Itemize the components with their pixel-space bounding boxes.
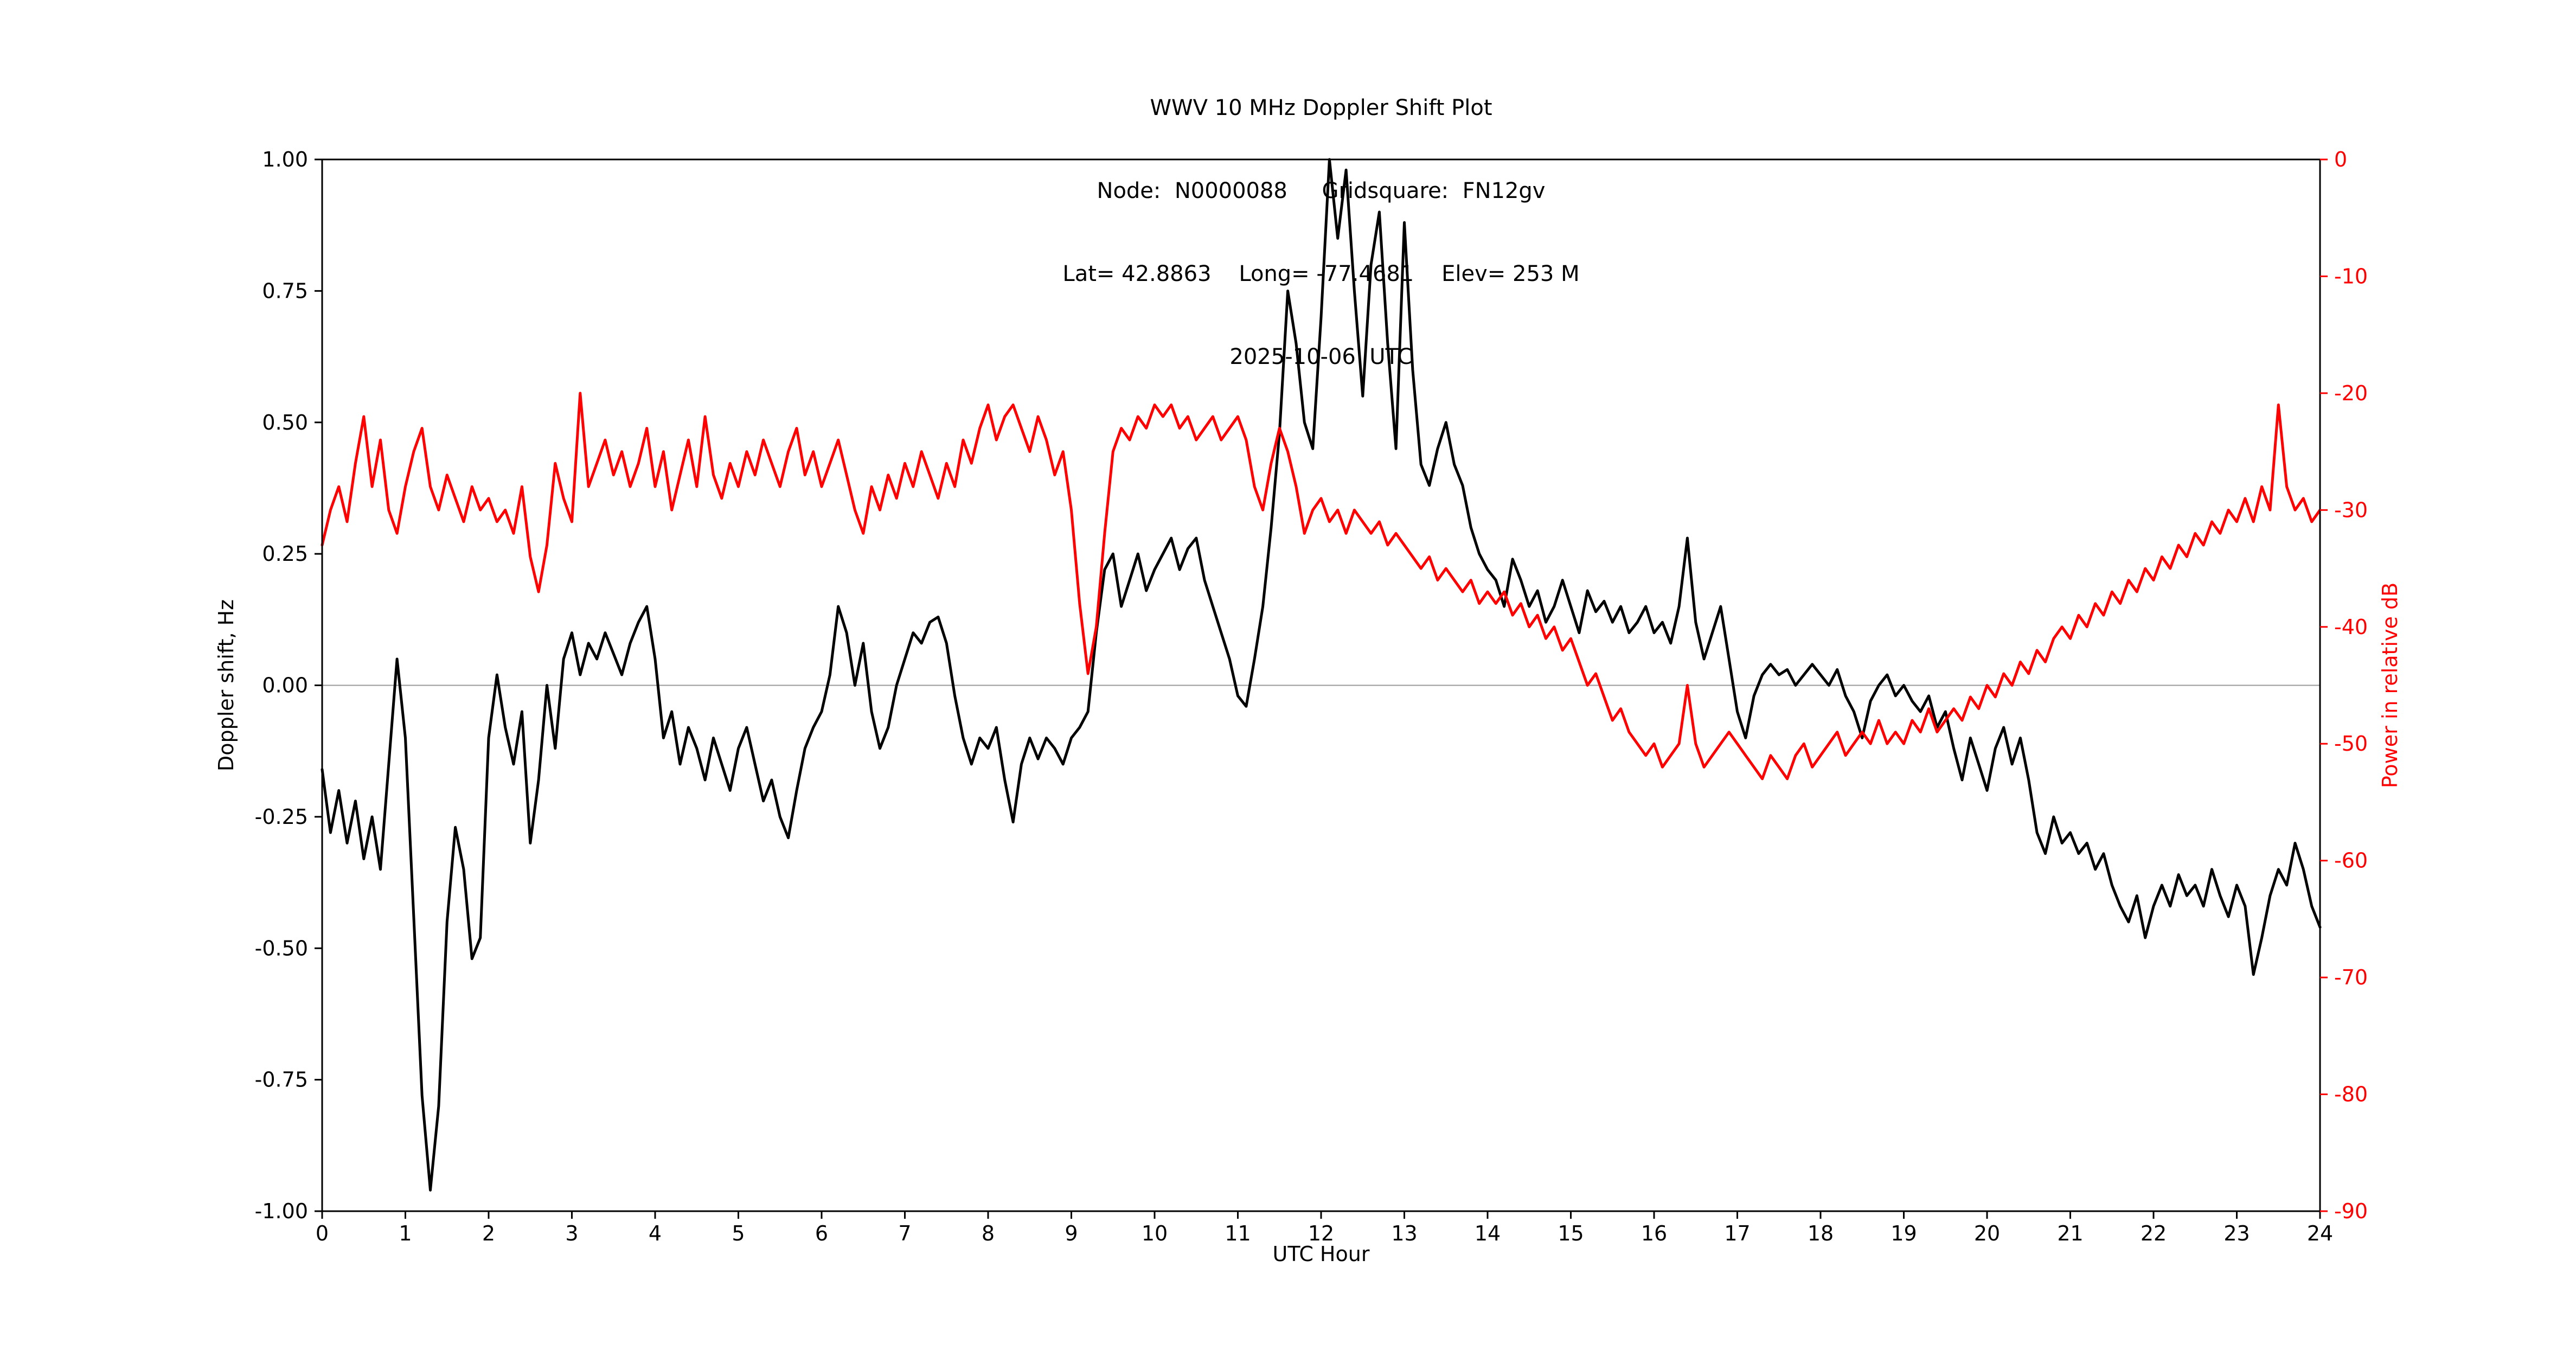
power-series-line (321, 392, 2322, 781)
y-left-tick-label: -0.25 (255, 805, 308, 829)
x-axis-label: UTC Hour (1273, 1242, 1370, 1266)
plot-title-block: WWV 10 MHz Doppler Shift Plot Node: N000… (1062, 39, 1579, 426)
x-tick-label: 16 (1641, 1221, 1667, 1245)
x-tick-label: 9 (1065, 1221, 1078, 1245)
x-tick-label: 3 (565, 1221, 578, 1245)
y-right-tick-label: -70 (2334, 965, 2368, 989)
x-tick-label: 7 (898, 1221, 911, 1245)
y-right-tick-label: -50 (2334, 732, 2368, 756)
x-tick-label: 19 (1891, 1221, 1917, 1245)
y-right-tick-label: -10 (2334, 264, 2368, 288)
x-tick-label: 23 (2223, 1221, 2250, 1245)
x-tick-label: 6 (815, 1221, 828, 1245)
y-axis-label-left: Doppler shift, Hz (214, 599, 238, 771)
x-tick-label: 21 (2057, 1221, 2083, 1245)
y-right-tick-label: -90 (2334, 1199, 2368, 1223)
x-tick-label: 12 (1308, 1221, 1334, 1245)
x-tick-label: 15 (1558, 1221, 1584, 1245)
x-tick-label: 11 (1225, 1221, 1251, 1245)
x-tick-label: 14 (1475, 1221, 1501, 1245)
x-tick-label: 13 (1391, 1221, 1417, 1245)
x-tick-label: 17 (1724, 1221, 1750, 1245)
x-tick-label: 18 (1808, 1221, 1834, 1245)
y-left-tick-label: 0.00 (262, 674, 308, 698)
y-right-tick-label: 0 (2334, 148, 2347, 171)
y-left-tick-label: 0.50 (262, 411, 308, 434)
plot-subtitle-location: Lat= 42.8863 Long= -77.4681 Elev= 253 M (1062, 261, 1580, 286)
x-tick-label: 4 (649, 1221, 662, 1245)
y-axis-label-right: Power in relative dB (2378, 583, 2402, 788)
y-left-tick-label: -0.50 (255, 936, 308, 960)
plot-title: WWV 10 MHz Doppler Shift Plot (1150, 95, 1492, 120)
plot-subtitle-node: Node: N0000088 Gridsquare: FN12gv (1097, 178, 1546, 203)
y-left-tick-label: 0.25 (262, 542, 308, 566)
x-tick-label: 10 (1142, 1221, 1168, 1245)
x-tick-label: 8 (982, 1221, 995, 1245)
y-left-tick-label: -1.00 (255, 1199, 308, 1223)
y-right-tick-label: -60 (2334, 849, 2368, 873)
y-left-tick-label: 0.75 (262, 279, 308, 303)
x-tick-label: 0 (316, 1221, 329, 1245)
plot-subtitle-date: 2025-10-06 UTC (1229, 344, 1413, 369)
y-left-tick-label: 1.00 (262, 148, 308, 171)
y-left-tick-label: -0.75 (255, 1068, 308, 1092)
x-tick-label: 20 (1974, 1221, 2000, 1245)
y-right-tick-label: -30 (2334, 498, 2368, 522)
doppler-series-line (321, 158, 2322, 1192)
x-tick-label: 2 (482, 1221, 495, 1245)
x-tick-label: 1 (399, 1221, 412, 1245)
y-right-tick-label: -40 (2334, 615, 2368, 639)
x-tick-label: 24 (2307, 1221, 2333, 1245)
x-tick-label: 22 (2141, 1221, 2167, 1245)
y-right-tick-label: -80 (2334, 1083, 2368, 1106)
x-tick-label: 5 (732, 1221, 745, 1245)
y-right-tick-label: -20 (2334, 381, 2368, 405)
